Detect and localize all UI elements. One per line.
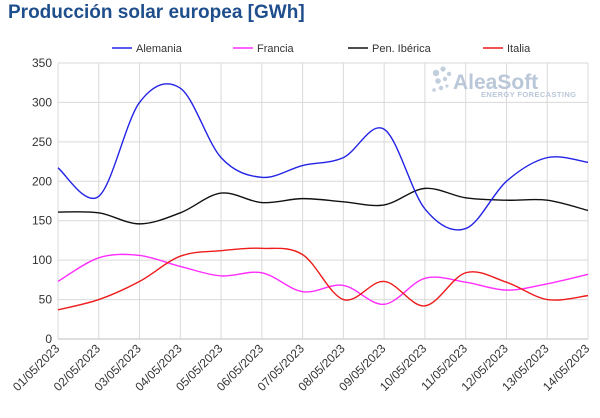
series-line-pen-ib-rica	[57, 187, 589, 225]
logo-tagline: ENERGY FORECASTING	[481, 90, 576, 99]
logo-dot	[432, 88, 436, 92]
y-tick-label: 150	[32, 214, 52, 228]
logo-dot	[442, 76, 448, 82]
logo-dot	[446, 71, 452, 77]
y-tick-label: 50	[39, 293, 53, 307]
logo-dot	[432, 69, 440, 77]
legend-item: Italia	[483, 43, 531, 55]
logo-dot	[435, 78, 441, 84]
legend: Alemania Francia Pen. Ibérica Italia	[112, 43, 531, 55]
aleasoft-logo: AleaSoft ENERGY FORECASTING	[432, 66, 576, 99]
legend-item: Alemania	[112, 43, 183, 55]
y-tick-label: 100	[32, 253, 52, 267]
legend-item: Pen. Ibérica	[348, 43, 432, 55]
y-axis-ticks: 0 50 100 150 200 250 300 350	[32, 56, 52, 346]
series-line-italia	[57, 247, 589, 311]
chart-title: Producción solar europea [GWh]	[8, 2, 305, 23]
legend-label: Pen. Ibérica	[372, 43, 432, 55]
y-tick-label: 300	[32, 95, 52, 109]
grid-lines	[57, 62, 589, 340]
series-line-alemania	[57, 83, 589, 231]
aleasoft-dots-icon	[432, 66, 452, 92]
series-line-francia	[57, 253, 589, 306]
x-axis-ticks: 01/05/202302/05/202303/05/202304/05/2023…	[10, 341, 593, 394]
y-tick-label: 250	[32, 135, 52, 149]
legend-label: Francia	[257, 43, 295, 55]
y-tick-label: 200	[32, 174, 52, 188]
y-tick-label: 0	[45, 332, 52, 346]
logo-dot	[440, 66, 446, 72]
series-lines	[57, 83, 589, 311]
y-tick-label: 350	[32, 56, 52, 70]
logo-dot	[438, 85, 444, 91]
legend-label: Alemania	[136, 43, 183, 55]
logo-name: AleaSoft	[453, 71, 538, 94]
legend-item: Francia	[233, 43, 295, 55]
legend-label: Italia	[507, 43, 531, 55]
logo-dot	[445, 84, 449, 88]
